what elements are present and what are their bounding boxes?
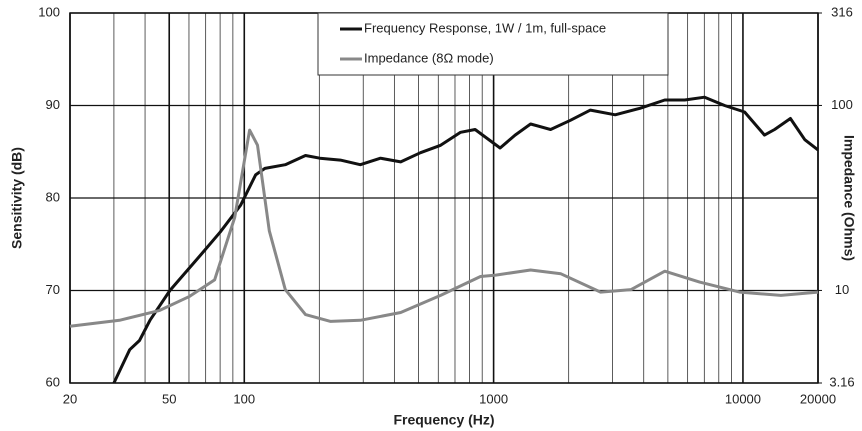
x-axis-label: Frequency (Hz) bbox=[393, 412, 494, 428]
y-tick-label: 60 bbox=[46, 374, 60, 389]
x-tick-label: 50 bbox=[162, 391, 176, 406]
x-tick-label: 1000 bbox=[479, 391, 508, 406]
series-line bbox=[112, 95, 819, 384]
y2-tick-label: 100 bbox=[831, 97, 853, 112]
series-line bbox=[69, 128, 819, 328]
y-tick-label: 100 bbox=[38, 4, 60, 19]
x-tick-label: 20000 bbox=[800, 391, 836, 406]
legend-box bbox=[317, 12, 669, 76]
x-tick-label: 100 bbox=[233, 391, 255, 406]
y-tick-label: 90 bbox=[46, 97, 60, 112]
y2-tick-label: 10 bbox=[835, 282, 849, 297]
y-tick-label: 80 bbox=[46, 189, 60, 204]
y2-tick-label: 3.16 bbox=[829, 374, 854, 389]
x-tick-label: 20 bbox=[63, 391, 77, 406]
x-tick-label: 10000 bbox=[725, 391, 761, 406]
y-axis-label: Sensitivity (dB) bbox=[9, 147, 25, 249]
legend-label: Impedance (8Ω mode) bbox=[364, 50, 494, 65]
y2-axis-label: Impedance (Ohms) bbox=[841, 135, 857, 261]
y2-tick-label: 316 bbox=[831, 4, 853, 19]
legend-label: Frequency Response, 1W / 1m, full-space bbox=[364, 20, 606, 35]
y-tick-label: 70 bbox=[46, 282, 60, 297]
